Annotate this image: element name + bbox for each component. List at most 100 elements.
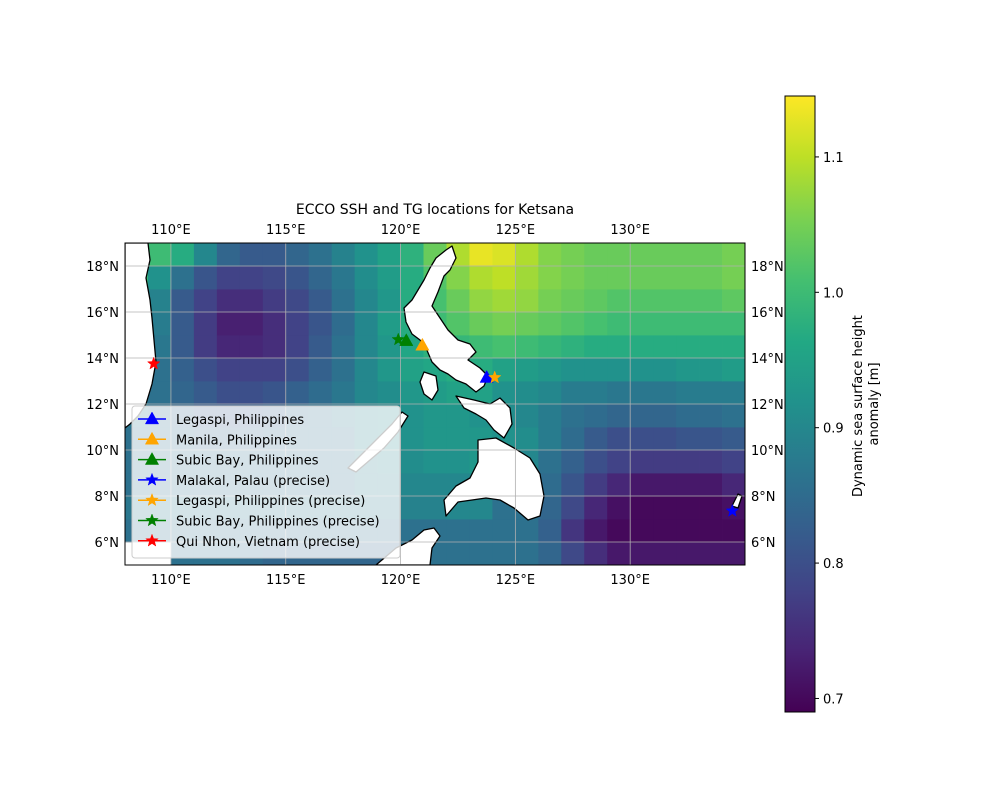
ssh-cell	[285, 289, 310, 313]
ssh-cell	[699, 289, 723, 313]
ssh-cell	[607, 381, 631, 405]
ssh-cell	[262, 335, 287, 359]
ssh-cell	[170, 358, 195, 382]
ssh-cell	[584, 473, 608, 497]
legend-star-marker	[145, 492, 159, 507]
ssh-cell	[676, 427, 700, 451]
ssh-cell	[515, 427, 539, 451]
legend-box	[131, 405, 401, 559]
ssh-cell	[630, 473, 654, 497]
ssh-cell	[722, 404, 745, 428]
ssh-cell	[377, 312, 401, 336]
ssh-cell	[354, 312, 378, 336]
x-tick-label-top: 110°E	[151, 223, 191, 238]
y-tick-label-right: 14°N	[751, 352, 784, 367]
legend-label: Malakal, Palau (precise)	[176, 474, 330, 489]
legend-entry: Malakal, Palau (precise)	[138, 472, 330, 489]
ssh-cell	[722, 450, 745, 474]
x-tick-labels: 110°E 110°E 115°E 115°E 120°E 120°E 125°E 125°E…	[151, 223, 650, 588]
ssh-cell	[170, 381, 195, 405]
ssh-cell	[170, 266, 195, 290]
ssh-cell	[446, 542, 470, 565]
colorbar-gradient	[784, 95, 816, 713]
ssh-cell	[561, 312, 585, 336]
ssh-cell	[492, 542, 516, 565]
ssh-cell	[561, 404, 585, 428]
ssh-cell	[699, 243, 723, 267]
ssh-cell	[561, 473, 585, 497]
ssh-cell	[676, 358, 700, 382]
ssh-cell	[722, 427, 745, 451]
y-tick-label-left: 14°N	[86, 352, 119, 367]
ssh-cell	[722, 335, 745, 359]
ssh-cell	[515, 381, 539, 405]
x-tick-label-bottom: 130°E	[610, 573, 650, 588]
ssh-cell	[469, 519, 493, 543]
ssh-cell	[676, 404, 700, 428]
ssh-cell	[515, 358, 539, 382]
ssh-cell	[676, 450, 700, 474]
ssh-cell	[469, 496, 493, 520]
station-subic-bay-philippines-precise-marker	[391, 332, 406, 346]
ssh-cell	[308, 381, 333, 405]
ssh-cell	[262, 266, 287, 290]
y-tick-label-left: 8°N	[95, 490, 120, 505]
ssh-cell	[699, 381, 723, 405]
ssh-cell	[584, 404, 608, 428]
ssh-cell	[584, 358, 608, 382]
ssh-cell	[239, 358, 264, 382]
ssh-cell	[216, 381, 241, 405]
ssh-cell	[699, 427, 723, 451]
ssh-cell	[561, 496, 585, 520]
legend-star-marker	[145, 533, 159, 547]
x-tick-label-bottom: 110°E	[151, 573, 191, 588]
ssh-cell	[170, 335, 195, 359]
ssh-cell	[446, 450, 470, 474]
ssh-cell	[147, 312, 172, 336]
ssh-cell	[170, 289, 195, 313]
ssh-cell	[630, 312, 654, 336]
ssh-cell	[400, 243, 424, 267]
ssh-cell	[492, 312, 516, 336]
ssh-cell	[538, 335, 562, 359]
ssh-cell	[193, 335, 218, 359]
ssh-cell	[630, 289, 654, 313]
ssh-cell	[699, 496, 723, 520]
legend-entry: Legaspi, Philippines (precise)	[138, 492, 365, 509]
ssh-cell	[584, 427, 608, 451]
ssh-cell	[492, 243, 516, 267]
y-tick-labels: 18°N 18°N 16°N 16°N 14°N 14°N 12°N 12°N 10°N 10°N…	[86, 260, 784, 551]
x-tick-label-bottom: 115°E	[266, 573, 306, 588]
ssh-cell	[676, 289, 700, 313]
ssh-cell	[400, 450, 424, 474]
ssh-cell	[699, 519, 723, 543]
ssh-cell	[538, 519, 562, 543]
colorbar: 0.7 0.8 0.9 1.0 1.1 Dynamic sea surface heig…	[784, 95, 882, 713]
ssh-cell	[630, 335, 654, 359]
y-tick-label-left: 6°N	[95, 536, 120, 551]
x-tick-label-bottom: 120°E	[381, 573, 421, 588]
ssh-cell	[699, 312, 723, 336]
ssh-cell	[538, 266, 562, 290]
ssh-cell	[262, 243, 287, 267]
ssh-cell	[561, 266, 585, 290]
ssh-cell	[308, 289, 333, 313]
legend-label: Manila, Philippines	[176, 433, 297, 448]
colorbar-tick-label: 0.7	[823, 692, 844, 707]
ssh-cell	[446, 427, 470, 451]
y-tick-label-right: 10°N	[751, 444, 784, 459]
colorbar-label: Dynamic sea surface height anomaly [m]	[851, 311, 882, 497]
ssh-cell	[193, 243, 218, 267]
ssh-cell	[515, 289, 539, 313]
ssh-cell	[193, 358, 218, 382]
ssh-cell	[308, 358, 333, 382]
ssh-cell	[515, 542, 539, 565]
ssh-cell	[653, 266, 677, 290]
ssh-cell	[561, 519, 585, 543]
ssh-cell	[653, 312, 677, 336]
ssh-cell	[676, 266, 700, 290]
ssh-cell	[538, 289, 562, 313]
legend-star-marker	[145, 513, 159, 527]
ssh-cell	[285, 243, 310, 267]
ssh-cell	[239, 335, 264, 359]
